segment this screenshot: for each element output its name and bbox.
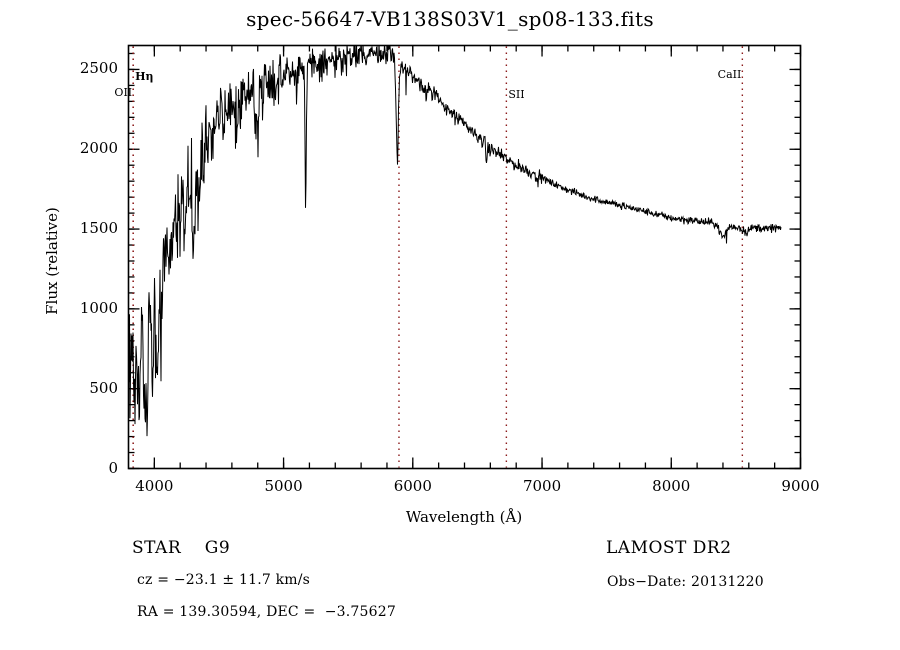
x-tick-label: 7000 [522, 477, 562, 495]
footer-obs-date: Obs−Date: 20131220 [607, 574, 764, 590]
spectrum-trace-layer [128, 45, 782, 437]
y-axis-title: Flux (relative) [43, 207, 61, 315]
page-title: spec-56647-VB138S03V1_sp08-133.fits [246, 7, 654, 31]
footer-velocity: cz = −23.1 ± 11.7 km/s [137, 572, 311, 588]
x-axis-title: Wavelength (Å) [405, 508, 523, 526]
footer-survey: LAMOST DR2 [606, 538, 732, 558]
y-tick-label: 1500 [79, 219, 118, 238]
x-tick-label: 5000 [264, 477, 303, 495]
spectral-line-label-Hη: Hη [135, 70, 154, 83]
spectral-line-label-CaII: CaII [717, 68, 742, 81]
x-tick-label: 6000 [393, 477, 432, 495]
spectral-line-label-SII: SII [508, 88, 525, 101]
y-tick-label: 0 [108, 458, 118, 477]
footer-object-class: STAR G9 [132, 538, 231, 558]
spectral-line-label-OII: OII [114, 86, 133, 99]
x-tick-label: 8000 [652, 477, 691, 495]
x-tick-label: 4000 [135, 477, 174, 495]
y-tick-label: 2000 [79, 139, 118, 158]
spectrum-trace [128, 45, 782, 437]
y-tick-label: 500 [89, 378, 118, 397]
y-tick-label: 1000 [79, 298, 118, 317]
footer-coordinates: RA = 139.30594, DEC = −3.75627 [137, 604, 396, 620]
spectral-line-marker-layer [132, 46, 744, 468]
y-tick-label: 2500 [79, 59, 118, 78]
x-tick-label: 9000 [781, 477, 820, 495]
